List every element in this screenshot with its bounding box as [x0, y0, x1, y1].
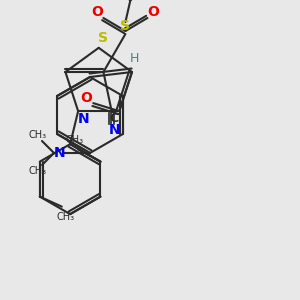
Text: CH₃: CH₃	[65, 135, 83, 145]
Text: N: N	[54, 146, 66, 160]
Text: C: C	[110, 112, 119, 124]
Text: S: S	[98, 31, 108, 45]
Text: N: N	[77, 112, 89, 126]
Text: H: H	[129, 52, 139, 64]
Text: O: O	[80, 91, 92, 105]
Text: O: O	[92, 5, 104, 19]
Text: O: O	[148, 5, 159, 19]
Text: S: S	[120, 19, 130, 33]
Text: CH₃: CH₃	[29, 130, 47, 140]
Text: CH₃: CH₃	[29, 166, 47, 176]
Text: CH₃: CH₃	[57, 212, 75, 222]
Text: N: N	[109, 123, 120, 137]
